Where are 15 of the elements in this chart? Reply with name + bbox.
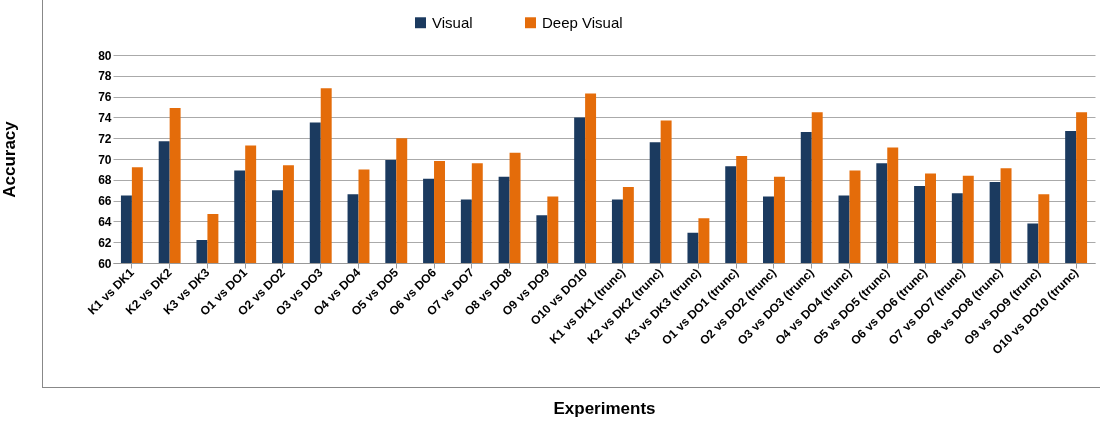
y-tick-label: 74 (98, 110, 112, 125)
y-tick-label: 60 (98, 256, 112, 271)
y-axis-title: Accuracy (0, 120, 19, 198)
legend-label: Visual (432, 13, 473, 31)
y-tick-label: 80 (98, 48, 112, 63)
y-tick-label: 78 (98, 69, 112, 84)
legend-label: Deep Visual (542, 13, 623, 31)
y-tick-label: 70 (98, 152, 112, 167)
y-tick-label: 72 (98, 131, 112, 146)
y-tick-label: 68 (98, 173, 112, 188)
x-axis-title: Experiments (553, 398, 656, 418)
y-tick-label: 62 (98, 235, 112, 250)
y-tick-label: 66 (98, 194, 112, 209)
y-tick-label: 64 (98, 214, 112, 229)
y-tick-label: 76 (98, 90, 112, 105)
